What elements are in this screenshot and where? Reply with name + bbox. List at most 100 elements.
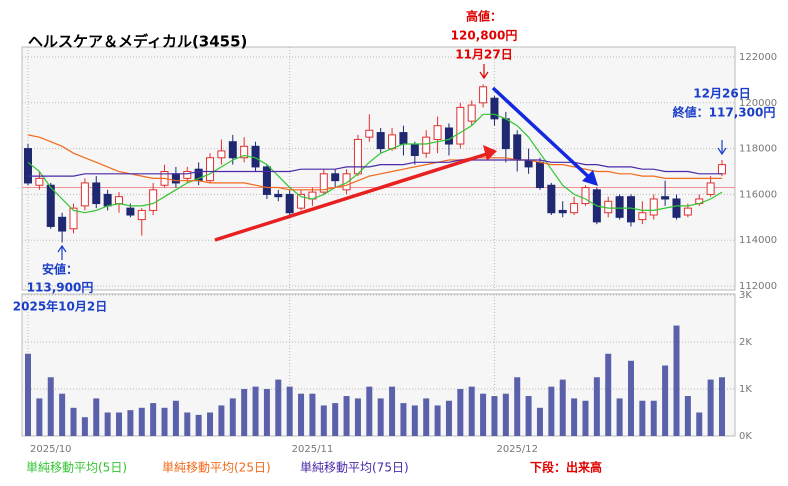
y-tick-label: 118000 [739,144,777,155]
candle-body [365,129,374,138]
volume-bar [480,393,487,436]
volume-bar [161,407,168,436]
volume-bar [650,400,657,436]
volume-bar [275,379,282,436]
arrowhead [582,170,598,186]
y-tick-label: 1K [739,384,752,395]
y-tick-label: 122000 [739,52,777,63]
ma-line [27,113,723,214]
volume-bar [343,396,350,436]
y-tick-label: 120000 [739,98,777,109]
candle-body [331,173,340,182]
candle-body [399,132,408,145]
volume-bar [309,393,316,436]
volume-bar [252,386,259,436]
volume-bar [241,389,248,436]
volume-bar [502,393,509,436]
candle-body [285,193,294,214]
candle-body [422,136,431,154]
volume-bar [571,398,578,436]
candle-body [672,198,681,218]
candle-body [490,97,499,120]
candle-body [297,193,306,209]
candle-body [581,187,590,205]
volume-bar [627,360,634,436]
volume-bar [150,403,157,436]
volume-bar [673,325,680,436]
candle-body [206,157,215,182]
volume-bar [332,403,339,436]
volume-bar [172,400,179,436]
candle-body [342,173,351,191]
candle-body [274,193,283,198]
volume-bar [411,405,418,436]
volume-bar [696,412,703,436]
volume-bar [59,393,66,436]
volume-bar [639,400,646,436]
candle-body [433,125,442,140]
y-tick-label: 2K [739,337,752,348]
low-arrow [57,244,67,260]
volume-bar [536,407,543,436]
candle-body [604,200,613,214]
volume-bar [491,396,498,436]
volume-label: 下段：出来高 [530,460,602,475]
y-tick-label: 3K [739,290,752,301]
volume-bar [582,400,589,436]
candle-body [558,209,567,214]
volume-bar [719,377,725,436]
volume-bar [457,389,464,436]
volume-bar [548,386,555,436]
volume-bar [47,377,54,436]
annotation: 113,900円 [27,281,94,295]
candle-body [410,143,419,156]
volume-bar [81,417,88,436]
ma-line [28,159,722,177]
annotation: 終値：117,300円 [673,105,776,120]
volume-bar [684,396,691,436]
volume-bar [263,389,270,436]
candle-body [115,196,124,205]
volume-bar [184,412,191,436]
x-tick-label: 2025/10 [30,444,72,455]
candle-body [467,104,476,122]
candle-body [570,203,579,214]
volume-bar [616,398,623,436]
volume-bar [127,410,134,436]
volume-bar [525,396,532,436]
candle-body [535,161,544,189]
volume-bar [559,379,566,436]
candle-body [456,106,465,145]
candle-body [615,196,624,218]
ma-line [27,134,722,191]
x-tick-label: 2025/11 [292,444,334,455]
candle-body [479,86,488,104]
trend-arrow-down [491,86,594,182]
annotation: 11月27日 [455,48,512,62]
candle-body [706,182,715,195]
candle-body [240,145,249,159]
volume-bar [662,365,669,436]
candle-body [149,189,158,211]
candle-body [649,198,658,216]
volume-bar [354,398,361,436]
volume-bar [514,377,521,436]
candle-body [217,150,226,159]
annotation: 安値： [42,262,78,277]
candle-body [126,207,135,216]
volume-bar [445,400,452,436]
candle-body [353,138,362,175]
candle-body [683,207,692,216]
volume-bar [320,405,327,436]
candle-body [228,141,237,159]
volume-bar [93,398,100,436]
x-tick-label: 2025/12 [496,444,538,455]
candle-body [501,118,510,150]
volume-bar [195,414,202,436]
candle-body [661,196,670,200]
volume-bar [25,353,31,436]
candle-body [262,166,271,195]
volume-bar [70,407,77,436]
y-tick-label: 0K [739,431,752,442]
candle-body [388,134,397,150]
